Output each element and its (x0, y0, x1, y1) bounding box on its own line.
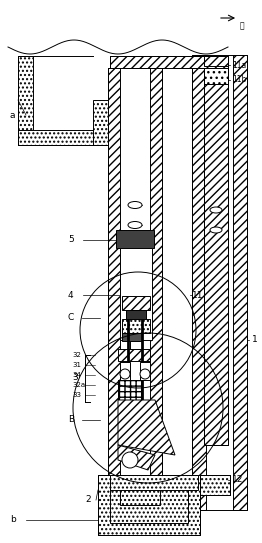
Text: a: a (10, 110, 15, 119)
Text: 11b: 11b (232, 75, 246, 85)
Text: 31: 31 (72, 362, 81, 368)
Circle shape (122, 452, 138, 468)
Bar (140, 362, 150, 380)
Text: 2: 2 (85, 496, 91, 504)
Bar (18, 56, 33, 145)
Text: 5: 5 (68, 236, 74, 244)
Bar (120, 362, 130, 380)
Bar (130, 341, 142, 349)
Bar (204, 60, 228, 445)
Text: 11: 11 (192, 291, 204, 300)
Ellipse shape (210, 207, 222, 213)
Bar (192, 55, 247, 510)
Bar (204, 56, 228, 66)
Bar (110, 475, 188, 523)
Bar (204, 68, 228, 84)
Text: 3: 3 (72, 374, 78, 382)
Bar (192, 55, 206, 510)
Bar (108, 68, 120, 490)
Bar (150, 68, 162, 490)
Bar (122, 319, 150, 333)
Text: 32: 32 (72, 352, 81, 358)
Bar (110, 56, 228, 68)
Bar (118, 380, 142, 400)
Bar (120, 490, 160, 505)
Bar (122, 296, 150, 310)
Text: b: b (10, 515, 16, 525)
Circle shape (120, 369, 130, 379)
Bar (110, 56, 228, 68)
Polygon shape (118, 400, 175, 455)
Bar (126, 310, 146, 319)
Text: 32a: 32a (72, 382, 85, 388)
Bar (98, 475, 200, 535)
Bar (204, 60, 228, 445)
Bar (122, 333, 142, 341)
Text: B: B (68, 415, 74, 425)
Polygon shape (118, 445, 155, 470)
Bar (118, 380, 142, 400)
Bar (233, 55, 247, 510)
Bar (118, 349, 150, 361)
Bar (93, 100, 108, 145)
Ellipse shape (128, 222, 142, 229)
Circle shape (140, 369, 150, 379)
Bar (108, 68, 162, 490)
Bar (120, 248, 152, 340)
Bar (200, 475, 230, 495)
Bar (204, 68, 228, 84)
Bar (18, 130, 108, 145)
Bar (98, 475, 200, 535)
Text: C: C (68, 313, 74, 323)
Bar (116, 230, 154, 248)
Text: 33: 33 (72, 392, 81, 398)
Text: 4: 4 (68, 291, 74, 300)
Ellipse shape (210, 227, 222, 233)
Bar (110, 475, 198, 490)
Text: 1: 1 (252, 336, 258, 344)
Text: 右: 右 (240, 21, 245, 30)
Ellipse shape (128, 201, 142, 209)
Text: 12: 12 (232, 476, 243, 484)
Bar (200, 475, 230, 495)
Text: 11a: 11a (232, 60, 246, 70)
Text: 34: 34 (72, 372, 81, 378)
